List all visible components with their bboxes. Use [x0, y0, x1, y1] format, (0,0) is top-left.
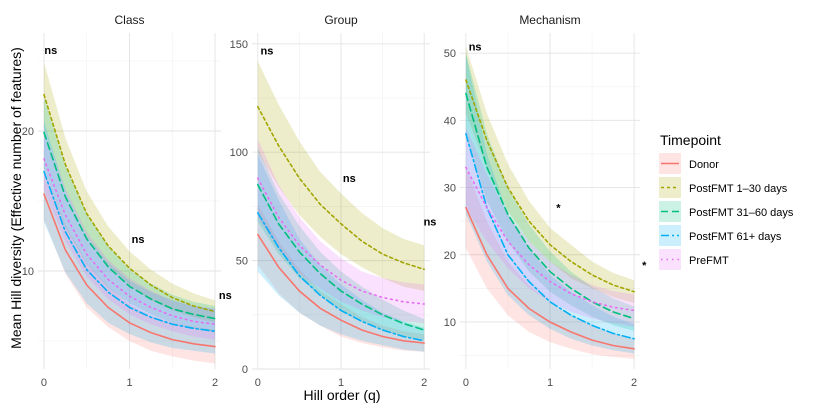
line-donor [256, 233, 426, 344]
ribbon-postfmt-1-30-days [465, 46, 635, 304]
line-prefmt [465, 166, 635, 312]
legend-item-prefmt: PreFMT [659, 249, 729, 270]
line-donor [43, 193, 216, 348]
line-postfmt-31-60-days [256, 183, 426, 331]
y-tick-label: 30 [444, 183, 456, 195]
ribbon-postfmt-1-30-days [257, 61, 425, 292]
x-tick-label: 0 [255, 377, 261, 389]
legend-key [659, 249, 681, 270]
x-tick-label: 1 [338, 377, 344, 389]
panel-mechanism: Mechanism 0 1 2 10 20 30 40 50 ns * * [444, 13, 647, 389]
legend-label: PostFMT 1–30 days [689, 183, 788, 195]
x-tick-label: 2 [631, 377, 637, 389]
ribbons [257, 61, 425, 352]
significance-label: * [556, 203, 561, 215]
line-prefmt [256, 177, 426, 305]
significance-label: ns [469, 41, 482, 53]
significance-label: ns [44, 45, 57, 57]
x-tick-label: 2 [212, 377, 218, 389]
gridlines [460, 33, 640, 369]
significance-label: ns [343, 173, 356, 185]
gridlines [38, 33, 221, 369]
legend-label: PostFMT 31–60 days [689, 207, 794, 219]
y-tick-label: 10 [444, 317, 456, 329]
panel-title: Mechanism [519, 13, 580, 27]
ribbons [465, 46, 635, 359]
ribbon-donor [465, 167, 635, 359]
series-lines [256, 105, 426, 344]
ribbon-prefmt [44, 128, 215, 340]
panel-group: Group 0 1 2 0 50 100 150 ns ns ns [230, 13, 437, 389]
ribbon-postfmt-31-60-days [257, 147, 425, 341]
y-tick-label: 20 [444, 250, 456, 262]
legend-key [659, 201, 681, 222]
y-tick-label: 20 [22, 126, 34, 138]
legend-key [659, 225, 681, 246]
legend-item-postfmt-61-days: PostFMT 61+ days [659, 225, 782, 246]
legend-items: Donor PostFMT 1–30 days PostFMT 31–60 days… [659, 153, 794, 270]
legend-item-postfmt-31-60-days: PostFMT 31–60 days [659, 201, 794, 222]
series-lines [465, 79, 635, 350]
line-prefmt [43, 158, 216, 326]
legend-label: PostFMT 61+ days [689, 231, 782, 243]
y-tick-label: 50 [444, 48, 456, 60]
panel-class: Class 0 1 2 10 20 ns ns ns [22, 13, 232, 389]
ribbon-donor [257, 204, 425, 352]
y-tick-label: 0 [242, 364, 248, 376]
series-lines [43, 93, 216, 348]
x-axis-title: Hill order (q) [303, 387, 380, 403]
x-tick-label: 2 [421, 377, 427, 389]
line-postfmt-1-30-days [465, 79, 635, 293]
ribbon-prefmt [465, 127, 635, 327]
legend-title: Timepoint [660, 132, 721, 148]
legend-item-postfmt-1-30-days: PostFMT 1–30 days [659, 177, 788, 198]
panel-title: Class [114, 13, 144, 27]
x-tick-label: 1 [126, 377, 132, 389]
line-postfmt-61-days [465, 133, 635, 340]
y-tick-label: 50 [236, 256, 248, 268]
y-tick-label: 150 [230, 39, 248, 51]
y-tick-label: 40 [444, 115, 456, 127]
significance-label: ns [261, 45, 274, 57]
line-postfmt-61-days [256, 212, 426, 342]
line-postfmt-31-60-days [43, 131, 216, 320]
line-postfmt-1-30-days [43, 93, 216, 313]
y-tick-label: 10 [22, 266, 34, 278]
gridlines [252, 33, 430, 370]
line-postfmt-1-30-days [256, 105, 426, 271]
x-tick-label: 1 [547, 377, 553, 389]
significance-label: ns [219, 290, 232, 302]
significance-label: ns [424, 217, 437, 229]
y-axis-title: Mean Hill diversity (Effective number of… [8, 47, 24, 349]
ribbon-postfmt-61-days [465, 53, 635, 354]
ribbon-postfmt-61-days [44, 121, 215, 354]
ribbon-prefmt [257, 139, 425, 324]
ribbon-postfmt-61-days [257, 154, 425, 352]
legend-item-donor: Donor [659, 153, 719, 174]
x-tick-label: 0 [463, 377, 469, 389]
line-donor [465, 206, 635, 350]
y-tick-label: 100 [230, 147, 248, 159]
x-tick-label: 0 [41, 377, 47, 389]
significance-label: ns [132, 234, 145, 246]
ribbon-postfmt-31-60-days [465, 53, 635, 331]
line-postfmt-61-days [43, 170, 216, 333]
significance-label: * [642, 260, 647, 272]
panel-title: Group [324, 13, 358, 27]
line-postfmt-31-60-days [465, 92, 635, 320]
legend-label: Donor [689, 159, 719, 171]
legend: Timepoint Donor PostFMT 1–30 days PostFMT … [659, 132, 794, 270]
legend-label: PreFMT [689, 255, 729, 267]
